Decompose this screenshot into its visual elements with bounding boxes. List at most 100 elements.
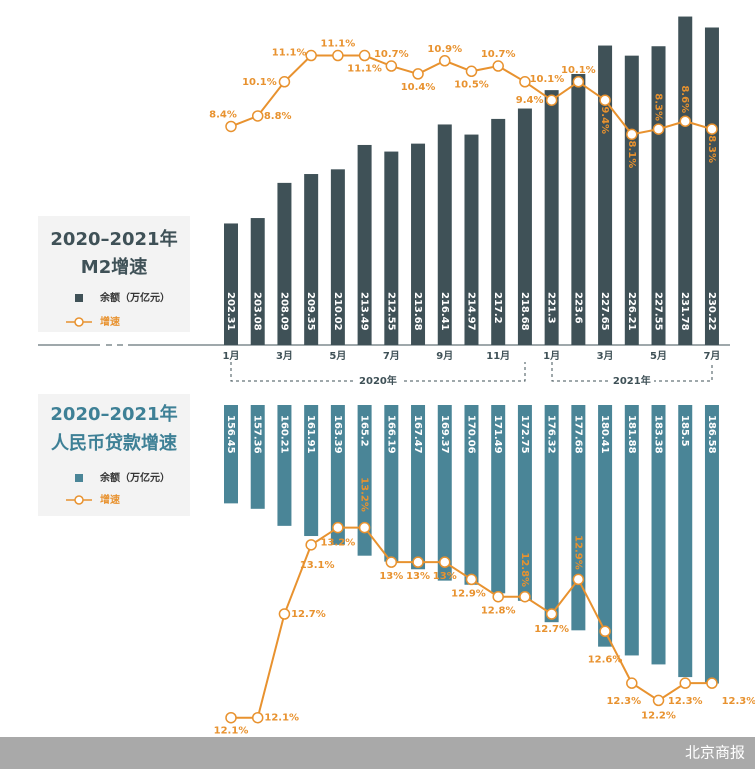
growth-label: 10.1% <box>530 74 565 85</box>
bar-value-label: 170.06 <box>465 415 476 454</box>
bar <box>598 45 613 346</box>
bar <box>598 405 613 647</box>
bar-value-label: 214.97 <box>465 292 476 331</box>
chart-title: 2020–2021年 <box>50 228 177 250</box>
bar-value-label: 217.2 <box>492 292 503 324</box>
growth-marker <box>358 521 371 534</box>
growth-marker <box>305 49 317 62</box>
legend-label: 余额（万亿元） <box>99 291 170 304</box>
growth-marker <box>385 556 398 568</box>
growth-marker <box>465 65 478 78</box>
growth-label: 12.7% <box>291 609 326 620</box>
growth-marker <box>305 539 317 551</box>
bar-value-label: 167.47 <box>412 415 423 454</box>
growth-label: 13.2% <box>359 477 370 512</box>
growth-label: 12.9% <box>451 588 486 599</box>
legend-label: 增速 <box>100 493 120 506</box>
growth-marker <box>332 521 344 534</box>
growth-label: 8.8% <box>264 111 292 122</box>
growth-marker <box>225 711 237 724</box>
bar <box>250 218 265 345</box>
growth-marker <box>572 573 585 586</box>
bar-value-label: 186.58 <box>706 415 717 454</box>
bar-value-label: 185.5 <box>679 415 690 447</box>
legend-label: 余额（万亿元） <box>99 471 170 484</box>
bar-value-label: 183.38 <box>653 415 664 454</box>
bar-value-label: 157.36 <box>252 415 263 454</box>
bar <box>704 405 719 684</box>
growth-marker <box>572 76 585 88</box>
growth-marker <box>626 677 638 689</box>
growth-marker <box>492 60 504 72</box>
chart-title: 人民币贷款增速 <box>51 432 177 454</box>
growth-marker <box>412 556 424 568</box>
growth-label: 12.1% <box>264 713 299 724</box>
bar <box>464 405 479 585</box>
bar <box>224 405 238 504</box>
growth-label: 11.1% <box>272 48 307 59</box>
bar-value-label: 213.68 <box>412 292 423 331</box>
bar-value-label: 218.68 <box>519 292 530 331</box>
bar <box>464 134 479 345</box>
bar <box>330 405 345 545</box>
bar <box>651 46 666 345</box>
bar <box>624 55 639 345</box>
growth-marker <box>385 60 398 72</box>
year-label: 2021年 <box>613 374 651 387</box>
footer-bar <box>0 737 755 769</box>
x-tick-label: 9月 <box>436 350 453 362</box>
growth-label: 10.4% <box>401 82 436 93</box>
source: 北京商报 <box>685 744 745 762</box>
bar <box>571 73 586 345</box>
x-tick-label: 11月 <box>486 350 510 362</box>
bar-value-label: 163.39 <box>332 415 343 454</box>
label-bg <box>608 373 654 389</box>
growth-marker <box>626 128 638 141</box>
bar-value-label: 223.6 <box>572 292 583 324</box>
bar <box>304 405 319 537</box>
bar-value-label: 169.37 <box>439 415 450 454</box>
growth-label: 11.1% <box>347 64 382 75</box>
bar <box>678 16 693 346</box>
bar-value-label: 161.91 <box>305 415 316 454</box>
growth-marker <box>599 625 611 638</box>
legend-label: 增速 <box>100 315 120 328</box>
growth-label: 12.9% <box>572 535 583 570</box>
growth-marker <box>599 94 611 106</box>
growth-marker <box>519 590 531 603</box>
bar-value-label: 209.35 <box>305 292 316 331</box>
bar <box>544 90 559 346</box>
legend-marker <box>74 317 84 327</box>
bar <box>491 118 506 346</box>
x-tick-label: 1月 <box>543 350 560 362</box>
bar-value-label: 210.02 <box>332 292 343 331</box>
x-tick-label: 7月 <box>383 350 400 362</box>
growth-label: 12.6% <box>588 654 623 665</box>
bar <box>277 405 292 526</box>
bar <box>384 151 399 345</box>
bar <box>624 405 639 656</box>
legend-swatch <box>75 294 83 302</box>
growth-label: 8.3% <box>653 93 664 121</box>
growth-label: 10.9% <box>427 44 462 55</box>
growth-marker <box>332 49 344 62</box>
x-tick-label: 3月 <box>597 350 614 362</box>
bar <box>651 405 666 665</box>
bar <box>704 27 719 346</box>
x-tick-label: 7月 <box>703 350 720 362</box>
growth-label: 9.4% <box>599 106 610 134</box>
growth-marker <box>225 120 237 133</box>
growth-marker <box>278 608 291 620</box>
growth-label: 12.8% <box>481 606 516 617</box>
legend-panel <box>38 216 190 332</box>
bar-value-label: 176.32 <box>546 415 557 454</box>
bar-value-label: 156.45 <box>225 415 236 454</box>
bar-value-label: 226.21 <box>626 292 637 331</box>
bar-value-label: 221.3 <box>546 292 557 324</box>
growth-label: 8.4% <box>209 109 237 120</box>
bar <box>250 405 265 509</box>
growth-label: 9.4% <box>516 95 544 106</box>
bar-value-label: 212.55 <box>385 292 396 331</box>
growth-label: 13% <box>406 571 430 582</box>
